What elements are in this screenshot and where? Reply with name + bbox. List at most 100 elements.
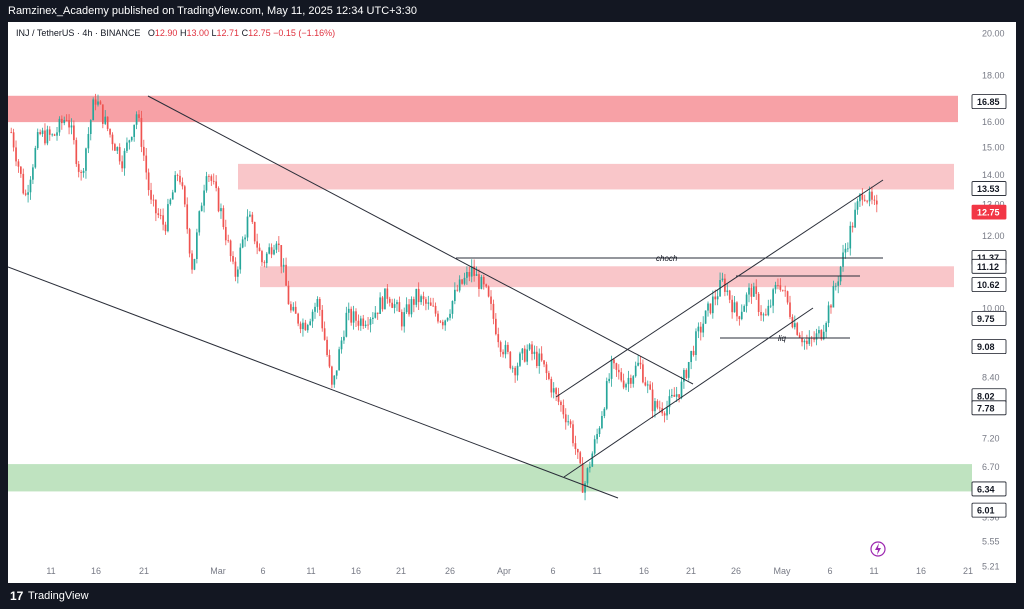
x-tick-label: 16 (91, 566, 101, 576)
x-tick-label: 21 (139, 566, 149, 576)
candle-body (863, 199, 866, 201)
candle-body (822, 331, 825, 340)
candle-body (825, 322, 828, 332)
candle-body (750, 287, 753, 297)
candle-body (777, 284, 779, 286)
candle-body (859, 194, 861, 202)
x-tick-label: 21 (396, 566, 406, 576)
publisher-text: Ramzinex_Academy published on TradingVie… (8, 5, 417, 17)
x-tick-label: 6 (550, 566, 555, 576)
candle-body (475, 274, 478, 276)
candle-body (487, 286, 490, 297)
candle-body (425, 299, 427, 304)
candle-body (39, 132, 41, 135)
y-tick-label: 8.40 (982, 372, 1000, 382)
candle-body (114, 144, 116, 151)
candle-body (543, 360, 545, 365)
candle-body (581, 463, 584, 493)
candle-body (393, 304, 396, 308)
candle-body (507, 344, 509, 352)
x-tick-label: 6 (260, 566, 265, 576)
candle-body (470, 266, 473, 277)
candle-body (191, 253, 193, 270)
candle-body (786, 291, 789, 303)
candle-body (333, 375, 336, 385)
candle-body (413, 299, 415, 305)
candle-body (123, 150, 126, 169)
candle-body (118, 147, 121, 162)
candle-body (854, 209, 856, 228)
candle-body (128, 140, 131, 143)
candle-body (752, 286, 755, 297)
candle-body (104, 116, 107, 124)
candle-body (263, 262, 266, 264)
candle-body (73, 125, 75, 141)
candle-body (400, 311, 403, 327)
footer-bar: 17 TradingView (0, 583, 1024, 609)
candle-body (297, 313, 299, 324)
x-tick-label: 11 (869, 566, 878, 576)
candle-body (367, 324, 369, 326)
candle-body (516, 365, 519, 376)
candle-body (837, 281, 840, 286)
candle-body (193, 258, 196, 270)
candle-body (20, 166, 22, 174)
candle-body (675, 394, 678, 397)
chart-area[interactable]: choch liq 20.00 18.00 16.00 15.00 14.00 13.00 12… (8, 22, 1016, 583)
candle-body (268, 247, 271, 254)
candle-body (198, 211, 201, 233)
candle-body (851, 225, 854, 228)
candle-body (386, 288, 389, 299)
candle-body (603, 408, 606, 416)
candle-body (446, 317, 449, 321)
candle-body (306, 324, 309, 331)
candle-body (847, 248, 849, 250)
candle-body (666, 407, 668, 416)
candle-body (519, 353, 521, 366)
candle-body (714, 296, 717, 300)
y-tick-label: 15.00 (982, 143, 1005, 153)
price-marker-label: 9.08 (977, 342, 995, 352)
candle-body (832, 285, 835, 308)
candle-body (468, 272, 471, 277)
price-marker-box (971, 181, 1007, 196)
candle-body (304, 322, 307, 331)
candle-body (323, 328, 326, 340)
candle-body (620, 372, 623, 381)
candle-body (299, 323, 302, 330)
zone-light-1 (238, 163, 954, 190)
candle-body (627, 377, 630, 385)
candle-body (239, 247, 242, 270)
candle-body (449, 313, 451, 318)
price-marker-box (971, 277, 1007, 292)
candle-body (704, 310, 707, 324)
candle-body (589, 466, 591, 469)
candle-body (186, 204, 189, 230)
price-chart[interactable]: chochliq20.0018.0016.0015.0014.0013.0012… (8, 22, 1016, 583)
x-tick-label: 26 (445, 566, 455, 576)
candle-body (721, 278, 724, 281)
candle-body (224, 226, 227, 241)
x-tick-label: 16 (916, 566, 926, 576)
candle-body (454, 289, 456, 301)
candle-body (372, 317, 374, 320)
candle-body (292, 306, 295, 311)
candle-body (326, 339, 328, 356)
candle-body (162, 215, 164, 225)
candle-body (444, 320, 447, 326)
candle-body (34, 148, 37, 168)
candle-body (733, 302, 736, 313)
candle-body (748, 287, 750, 295)
x-tick-label: 21 (963, 566, 973, 576)
candle-body (48, 129, 51, 135)
candle-body (678, 394, 680, 398)
x-tick-label: 21 (686, 566, 696, 576)
candle-body (702, 323, 705, 333)
candle-body (779, 285, 782, 290)
candle-body (540, 353, 543, 361)
candle-body (237, 269, 239, 277)
candle-body (338, 349, 340, 371)
x-tick-label: May (773, 566, 791, 576)
candle-body (15, 147, 17, 162)
low-label: L (211, 28, 217, 38)
